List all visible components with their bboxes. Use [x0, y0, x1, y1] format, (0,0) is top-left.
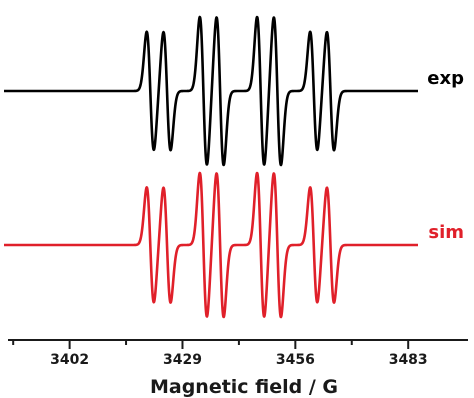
x-tick-label: 3429 — [163, 352, 202, 368]
x-tick-label: 3402 — [50, 352, 89, 368]
series-line-exp — [2, 15, 420, 167]
series-label-exp: exp — [427, 68, 464, 89]
x-tick-label: 3483 — [389, 352, 428, 368]
x-axis: 3402 3429 3456 3483 — [8, 339, 468, 368]
series-line-sim — [2, 171, 420, 319]
series-exp: exp — [2, 15, 464, 167]
series-label-sim: sim — [428, 222, 464, 243]
x-tick-label: 3456 — [276, 352, 315, 368]
x-axis-title: Magnetic field / G — [150, 376, 338, 398]
series-sim: sim — [2, 171, 464, 319]
series-layer: exp sim — [2, 15, 464, 319]
